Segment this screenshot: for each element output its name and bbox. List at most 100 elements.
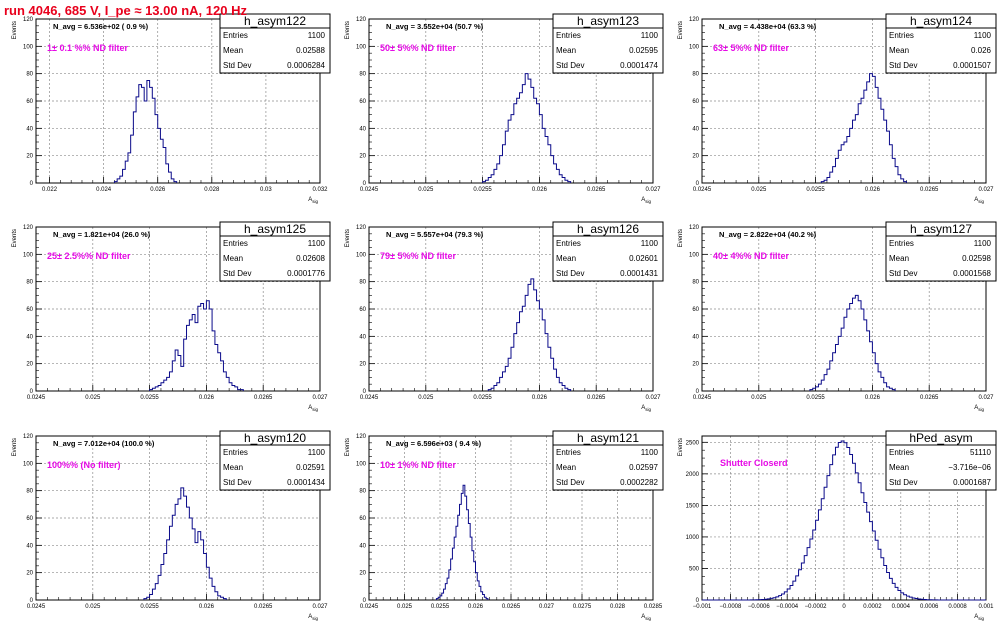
y-tick-label: 100 (356, 44, 367, 50)
stat-label: Mean (556, 254, 576, 263)
x-tick-label: 0.0245 (693, 395, 712, 401)
y-tick-label: 120 (689, 225, 700, 231)
y-axis-title: Events (12, 438, 18, 456)
y-tick-label: 100 (689, 44, 700, 50)
stat-value: 0.02601 (629, 254, 658, 263)
stat-value: 1100 (308, 239, 326, 248)
stat-value: 1100 (641, 31, 659, 40)
stat-label: Entries (889, 239, 914, 248)
y-tick-label: 120 (23, 17, 34, 23)
y-tick-label: 40 (359, 126, 366, 132)
stat-label: Std Dev (889, 61, 917, 70)
histogram-line (702, 440, 986, 601)
hist-name: h_asym121 (577, 431, 639, 445)
hist-pad-h_asym121: 0.0245 0.025 0.0255 0.026 0.0265 0.027 0.0275 0… (345, 430, 664, 621)
stat-label: Entries (223, 239, 248, 248)
stat-value: −3.716e−06 (948, 463, 991, 472)
filter-annotation: 63± 5%% ND filter (713, 43, 789, 53)
x-tick-label: 0.027 (978, 187, 994, 193)
hist-pad-h_asym125: 0.0245 0.025 0.0255 0.026 0.0265 0.027 0 20 40 60… (12, 221, 331, 412)
stat-label: Std Dev (556, 61, 584, 70)
hist-name: h_asym120 (244, 431, 306, 445)
x-tick-label: 0.025 (418, 187, 434, 193)
x-tick-label: −0.0006 (748, 604, 771, 610)
stat-label: Mean (223, 254, 243, 263)
x-tick-label: 0.028 (204, 187, 220, 193)
histogram-line (435, 484, 489, 600)
x-tick-label: 0.0255 (806, 395, 825, 401)
x-tick-label: 0.026 (468, 604, 484, 610)
x-tick-label: 0.025 (751, 395, 767, 401)
y-tick-label: 40 (692, 126, 699, 132)
x-tick-label: 0.0265 (587, 187, 606, 193)
hist-name: h_asym126 (577, 222, 639, 236)
stat-value: 0.02595 (629, 46, 658, 55)
stat-label: Mean (889, 46, 909, 55)
y-tick-label: 80 (692, 72, 699, 78)
x-tick-label: 0.0245 (693, 187, 712, 193)
x-tick-label: 0.0255 (140, 604, 159, 610)
y-tick-label: 0 (30, 598, 34, 604)
stat-value: 0.0001507 (953, 61, 991, 70)
stat-label: Entries (556, 448, 581, 457)
hist-name: h_asym122 (244, 14, 306, 28)
x-axis-title: Asig (308, 197, 318, 204)
histogram-line (820, 73, 907, 183)
x-tick-label: 0.0002 (863, 604, 882, 610)
y-tick-label: 80 (692, 280, 699, 286)
stat-label: Entries (223, 448, 248, 457)
x-tick-label: 0.0255 (431, 604, 450, 610)
x-tick-label: 0.0265 (254, 604, 273, 610)
x-axis-title: Asig (308, 614, 318, 621)
y-tick-label: 80 (359, 72, 366, 78)
stat-label: Mean (556, 463, 576, 472)
y-tick-label: 0 (363, 181, 367, 187)
x-tick-label: 0.0004 (892, 604, 911, 610)
stats-box (219, 221, 331, 282)
stat-label: Entries (556, 31, 581, 40)
y-tick-label: 0 (363, 598, 367, 604)
stat-value: 0.0006284 (287, 61, 325, 70)
y-tick-label: 40 (359, 334, 366, 340)
stat-value: 0.0001687 (953, 478, 991, 487)
x-tick-label: 0.0008 (948, 604, 967, 610)
stat-label: Std Dev (556, 269, 584, 278)
x-tick-label: 0.03 (260, 187, 272, 193)
y-tick-label: 120 (23, 434, 34, 440)
stat-value: 1100 (974, 31, 992, 40)
stat-label: Entries (889, 448, 914, 457)
navg-text: N_avg = 1.821e+04 (26.0 %) (53, 230, 151, 239)
y-tick-label: 40 (359, 543, 366, 549)
stat-label: Mean (223, 463, 243, 472)
stat-value: 0.026 (971, 46, 992, 55)
histogram-line (113, 80, 178, 183)
navg-text: N_avg = 3.552e+04 (50.7 %) (386, 22, 484, 31)
navg-text: N_avg = 7.012e+04 (100.0 %) (53, 439, 155, 448)
y-tick-label: 100 (356, 252, 367, 258)
stat-label: Mean (889, 463, 909, 472)
x-tick-label: 0.027 (645, 187, 661, 193)
x-tick-label: 0.0245 (360, 395, 379, 401)
stat-value: 0.02608 (296, 254, 325, 263)
y-tick-label: 1000 (686, 535, 700, 541)
stat-value: 1100 (308, 31, 326, 40)
x-tick-label: 0.001 (978, 604, 994, 610)
hist-pad-h_asym124: 0.0245 0.025 0.0255 0.026 0.0265 0.027 0 20 40 60… (678, 13, 997, 204)
y-axis-title: Events (345, 21, 351, 39)
stat-label: Mean (556, 46, 576, 55)
histogram-line (482, 73, 572, 183)
stat-label: Std Dev (223, 269, 251, 278)
y-tick-label: 20 (359, 571, 366, 577)
stats-box (885, 221, 997, 282)
y-tick-label: 0 (30, 389, 34, 395)
stat-label: Std Dev (889, 478, 917, 487)
stat-value: 1100 (308, 448, 326, 457)
hist-pad-h_asym127: 0.0245 0.025 0.0255 0.026 0.0265 0.027 0 20 40 60… (678, 221, 997, 412)
y-tick-label: 20 (692, 362, 699, 368)
stat-value: 1100 (641, 239, 659, 248)
stats-box (885, 430, 997, 491)
stats-box (552, 430, 664, 491)
x-tick-label: 0.0265 (920, 187, 939, 193)
y-tick-label: 0 (696, 181, 700, 187)
